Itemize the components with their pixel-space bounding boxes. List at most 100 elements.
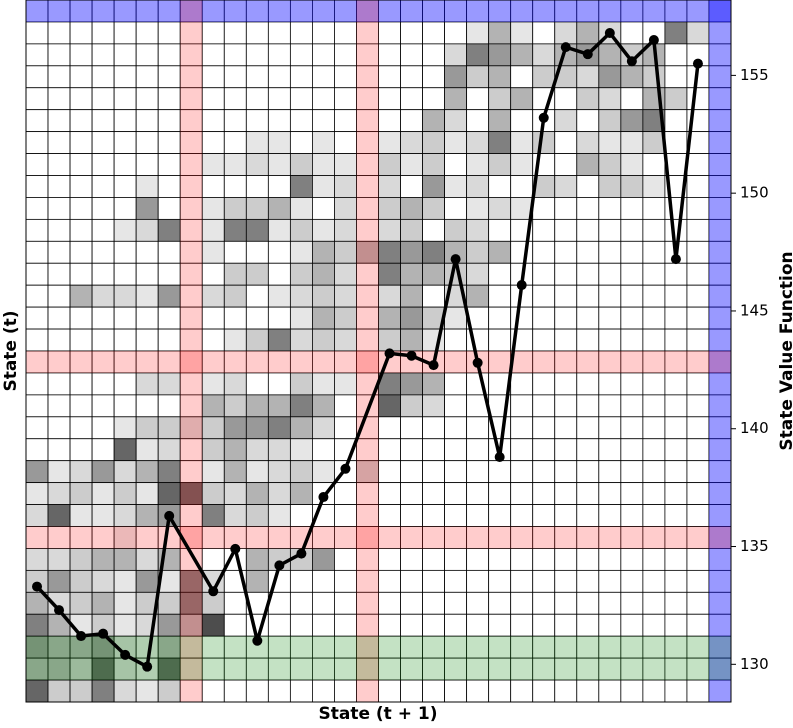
heatmap-cell	[69, 284, 93, 308]
heatmap-cell	[267, 394, 291, 418]
heatmap-cell	[554, 679, 578, 703]
heatmap-cell	[69, 679, 93, 703]
heatmap-cell	[488, 153, 512, 176]
heatmap-cell	[488, 548, 512, 571]
heatmap-cell	[113, 372, 137, 396]
heatmap-cell	[576, 416, 600, 440]
heatmap-cell	[488, 306, 512, 330]
heatmap-cell	[642, 372, 666, 396]
heatmap-cell	[135, 175, 159, 198]
heatmap-cell	[422, 197, 445, 220]
heatmap-cell	[400, 175, 423, 198]
heatmap-cell	[642, 679, 666, 703]
heatmap-cell	[201, 613, 225, 637]
value-point	[450, 254, 461, 265]
value-point	[230, 543, 241, 554]
heatmap-cell	[334, 328, 357, 352]
heatmap-cell	[334, 306, 357, 330]
heatmap-cell	[576, 438, 600, 462]
heatmap-cell	[312, 65, 335, 89]
heatmap-cell	[554, 504, 578, 527]
heatmap-cell	[113, 679, 137, 703]
heatmap-cell	[598, 591, 622, 615]
heatmap-cell	[267, 482, 291, 505]
heatmap-cell	[25, 460, 49, 484]
heatmap-cell	[488, 460, 512, 484]
heatmap-cell	[289, 679, 313, 703]
heatmap-cell	[69, 328, 93, 352]
heatmap-cell	[444, 175, 468, 198]
value-point	[626, 56, 637, 67]
heatmap-cell	[245, 416, 269, 440]
heatmap-cell	[422, 131, 445, 154]
heatmap-cell	[113, 153, 137, 176]
heatmap-cell	[466, 175, 490, 198]
heatmap-cell	[378, 306, 401, 330]
heatmap-cell	[47, 482, 71, 505]
heatmap-cell	[466, 240, 490, 264]
heatmap-cell	[576, 197, 600, 220]
heatmap-cell	[554, 460, 578, 484]
heatmap-cell	[223, 394, 247, 418]
heatmap-cell	[510, 613, 534, 637]
heatmap-cell	[554, 416, 578, 440]
heatmap-cell	[312, 87, 335, 111]
heatmap-cell	[620, 460, 644, 484]
heatmap-cell	[444, 569, 468, 593]
heatmap-cell	[312, 372, 335, 396]
heatmap-cell	[686, 613, 710, 637]
heatmap-cell	[576, 460, 600, 484]
heatmap-cell	[223, 175, 247, 198]
value-point	[274, 560, 285, 571]
heatmap-cell	[378, 87, 401, 111]
heatmap-cell	[113, 131, 137, 154]
heatmap-cell	[510, 306, 534, 330]
heatmap-cell	[157, 372, 181, 396]
heatmap-cell	[267, 43, 291, 67]
heatmap-cell	[334, 240, 357, 264]
heatmap-cell	[378, 240, 401, 264]
heatmap-cell	[532, 482, 556, 505]
heatmap-cell	[25, 43, 49, 67]
heatmap-cell	[289, 438, 313, 462]
heatmap-cell	[510, 679, 534, 703]
heatmap-cell	[642, 416, 666, 440]
heatmap-cell	[267, 438, 291, 462]
heatmap-cell	[91, 240, 115, 264]
heatmap-cell	[466, 613, 490, 637]
heatmap-cell	[289, 87, 313, 111]
heatmap-cell	[576, 482, 600, 505]
heatmap-cell	[686, 328, 710, 352]
heatmap-cell	[510, 43, 534, 67]
highlight-column	[708, 0, 731, 702]
heatmap-cell	[598, 43, 622, 67]
heatmap-cell	[532, 372, 556, 396]
heatmap-cell	[113, 482, 137, 505]
heatmap-cell	[598, 109, 622, 133]
heatmap-cell	[378, 175, 401, 198]
heatmap-cell	[532, 262, 556, 286]
heatmap-cell	[554, 175, 578, 198]
heatmap-cell	[223, 240, 247, 264]
heatmap-cell	[113, 306, 137, 330]
heatmap-cell	[576, 548, 600, 571]
heatmap-cell	[47, 262, 71, 286]
heatmap-cell	[267, 197, 291, 220]
heatmap-cell	[312, 284, 335, 308]
heatmap-cell	[289, 175, 313, 198]
heatmap-cell	[422, 175, 445, 198]
heatmap-cell	[157, 131, 181, 154]
heatmap-cell	[554, 197, 578, 220]
heatmap-cell	[334, 482, 357, 505]
heatmap-cell	[664, 109, 688, 133]
heatmap-cell	[334, 218, 357, 242]
heatmap-cell	[400, 504, 423, 527]
heatmap-cell	[598, 65, 622, 89]
heatmap-cell	[686, 284, 710, 308]
heatmap-cell	[466, 679, 490, 703]
heatmap-cell	[69, 482, 93, 505]
heatmap-cell	[598, 131, 622, 154]
heatmap-cell	[135, 197, 159, 220]
heatmap-cell	[664, 131, 688, 154]
heatmap-cell	[113, 175, 137, 198]
